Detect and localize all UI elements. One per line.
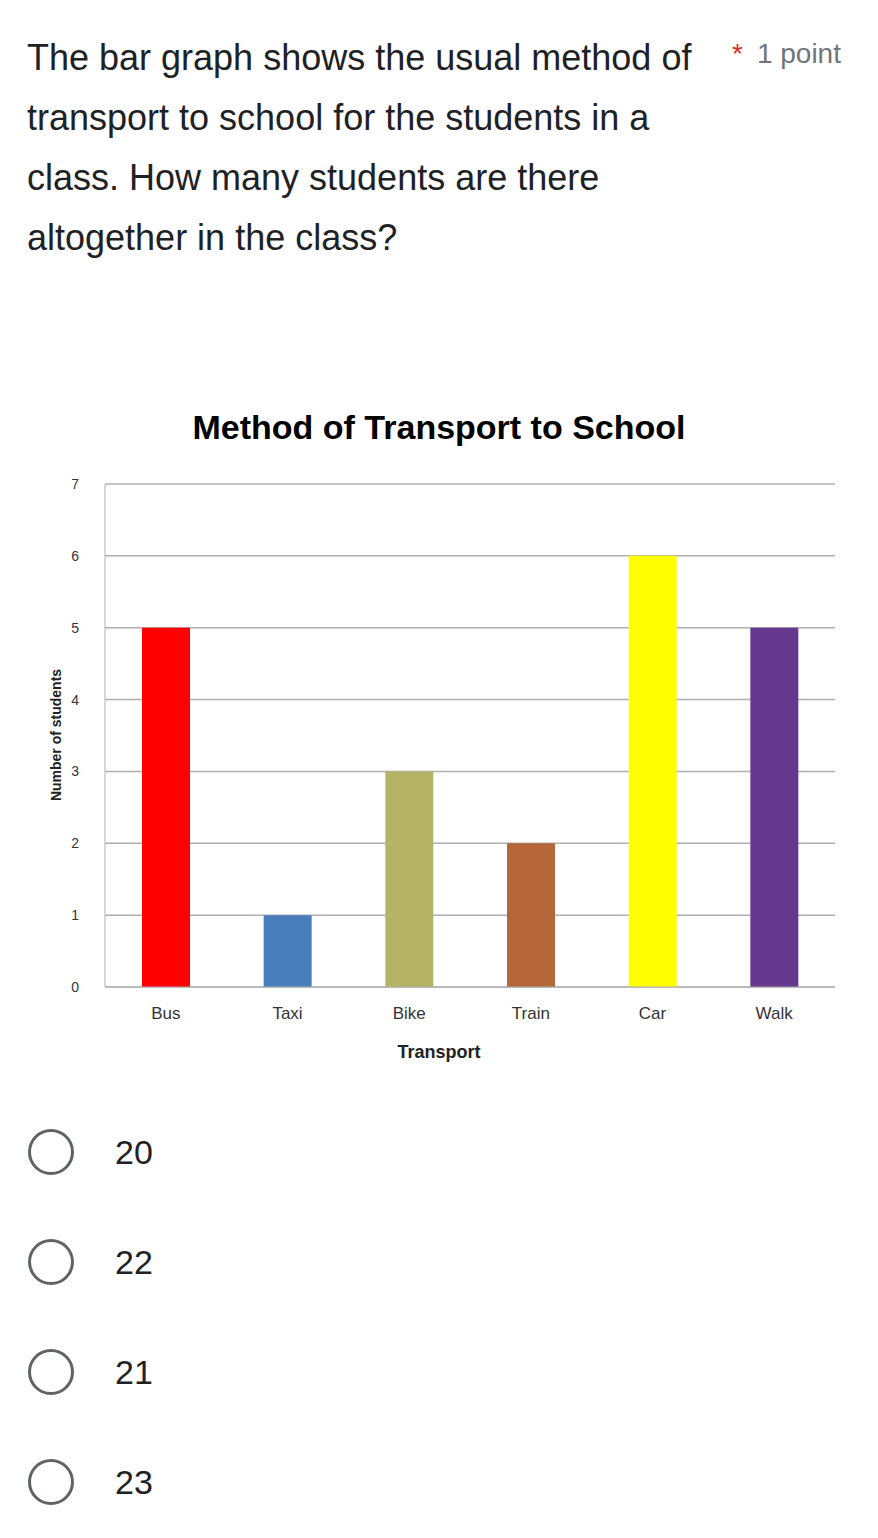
- svg-text:2: 2: [71, 835, 79, 851]
- svg-text:Walk: Walk: [756, 1004, 794, 1023]
- svg-text:5: 5: [71, 620, 79, 636]
- html-text:22: 22: [115, 1243, 153, 1281]
- svg-text:0: 0: [71, 979, 79, 995]
- html-text:Number of students: Number of students: [48, 668, 64, 802]
- html-text:Transport: Transport: [397, 1042, 481, 1062]
- html-text:20: 20: [115, 1133, 153, 1171]
- svg-text:Car: Car: [639, 1004, 667, 1023]
- svg-text:Bike: Bike: [393, 1004, 426, 1023]
- svg-text:Train: Train: [512, 1004, 550, 1023]
- svg-text:1: 1: [71, 907, 79, 923]
- svg-text:7: 7: [71, 476, 79, 492]
- svg-text:4: 4: [71, 692, 79, 708]
- svg-text:6: 6: [71, 548, 79, 564]
- html-text:The bar graph shows the usual: The bar graph shows the usual method of …: [27, 37, 692, 258]
- html-text:23: 23: [115, 1463, 153, 1501]
- svg-text:Bus: Bus: [151, 1004, 180, 1023]
- svg-text:3: 3: [71, 763, 79, 779]
- html-text:1 point: 1 point: [756, 38, 841, 69]
- svg-text:Taxi: Taxi: [272, 1004, 302, 1023]
- html-text:Method of Transport to School: Method of Transport to School: [192, 408, 686, 446]
- html-text:21: 21: [115, 1353, 153, 1391]
